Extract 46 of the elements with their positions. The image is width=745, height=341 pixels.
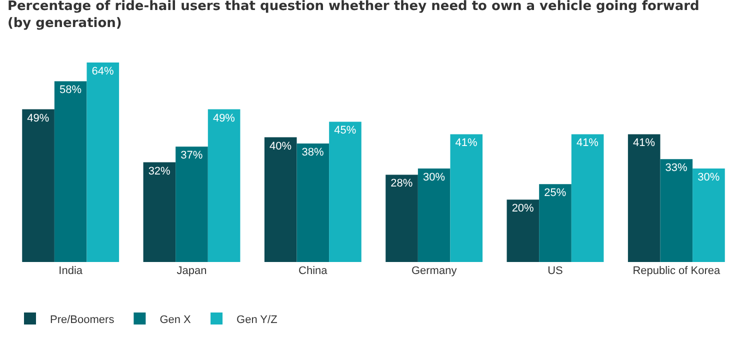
data-label: 49% xyxy=(212,112,236,124)
bar xyxy=(329,122,362,262)
bar xyxy=(54,81,87,262)
bar xyxy=(692,168,725,262)
chart-title: Percentage of ride-hail users that question whether they need to own a vehicle going forward (by generation) xyxy=(7,0,700,32)
bar xyxy=(264,137,297,262)
data-label: 58% xyxy=(59,84,82,96)
data-label: 45% xyxy=(334,124,356,137)
bar xyxy=(22,109,54,262)
bar xyxy=(660,159,693,262)
x-tick-label: Germany xyxy=(411,265,458,277)
data-label: 30% xyxy=(422,171,446,184)
data-label: 37% xyxy=(180,150,203,162)
x-tick-label: Republic of Korea xyxy=(632,265,722,277)
legend-label: Pre/Boomers xyxy=(50,314,115,326)
data-label: 20% xyxy=(512,202,534,215)
x-tick-label: Japan xyxy=(176,265,207,277)
data-label: 28% xyxy=(390,178,413,190)
data-label: 25% xyxy=(544,187,566,200)
bar xyxy=(208,109,240,262)
bar xyxy=(296,144,330,262)
data-label: 41% xyxy=(632,137,656,150)
bar xyxy=(418,168,450,262)
legend-label: Gen Y/Z xyxy=(236,314,278,326)
bar xyxy=(571,134,604,262)
data-label: 38% xyxy=(302,146,324,159)
data-label: 64% xyxy=(92,66,114,78)
data-label: 41% xyxy=(455,137,478,150)
x-tick-label: US xyxy=(548,265,563,277)
bar xyxy=(386,174,418,262)
x-tick-label: India xyxy=(58,265,84,277)
data-label: 30% xyxy=(698,171,720,184)
bar xyxy=(450,134,483,262)
bar xyxy=(176,146,208,262)
bar xyxy=(539,184,572,262)
legend-label: Gen X xyxy=(160,314,192,326)
bar xyxy=(86,62,120,262)
bar xyxy=(628,134,660,262)
data-label: 33% xyxy=(665,162,688,174)
x-tick-label: China xyxy=(298,265,328,277)
bar xyxy=(506,200,540,262)
data-label: 41% xyxy=(576,137,599,150)
bar xyxy=(143,162,176,262)
data-label: 40% xyxy=(269,140,292,152)
data-label: 49% xyxy=(27,112,50,124)
data-label: 32% xyxy=(148,165,171,178)
